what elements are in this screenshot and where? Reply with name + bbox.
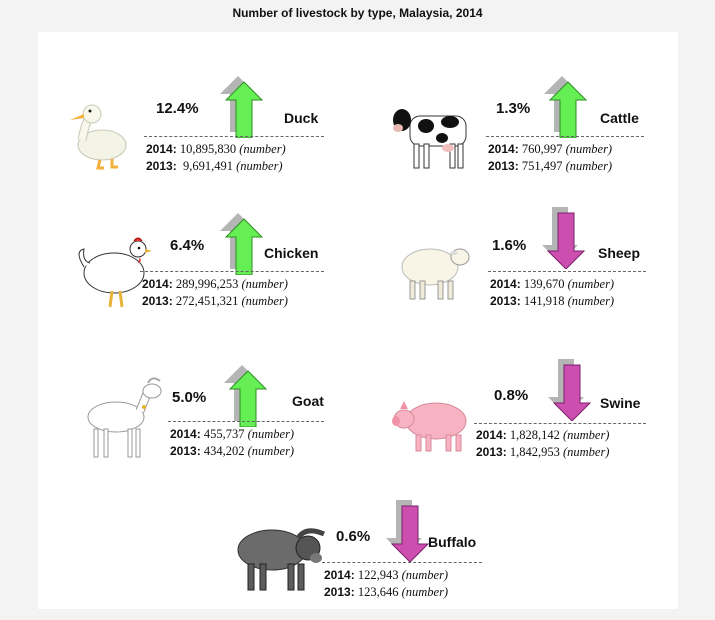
cow-icon bbox=[393, 109, 467, 169]
card-goat: 5.0% Goat 2014: 455,737 (number) 2013: 4… bbox=[60, 355, 380, 485]
separator bbox=[474, 423, 646, 424]
livestock-name: Chicken bbox=[264, 245, 319, 261]
livestock-name: Duck bbox=[284, 110, 319, 126]
value-2014: 2014: 122,943 (number) bbox=[324, 568, 449, 582]
buffalo-icon bbox=[237, 528, 326, 591]
card-chicken: 6.4% Chicken 2014: 289,996,253 (number) … bbox=[60, 205, 380, 335]
value-2014: 2014: 10,895,830 (number) bbox=[146, 142, 286, 156]
livestock-name: Buffalo bbox=[428, 534, 477, 550]
separator bbox=[322, 562, 482, 563]
value-2014: 2014: 760,997 (number) bbox=[488, 142, 613, 156]
livestock-name: Swine bbox=[600, 395, 641, 411]
separator bbox=[488, 271, 646, 272]
change-percent: 1.3% bbox=[496, 100, 531, 117]
value-2014: 2014: 455,737 (number) bbox=[170, 427, 295, 441]
change-percent: 1.6% bbox=[492, 237, 527, 254]
duck-icon bbox=[70, 104, 127, 170]
value-2014: 2014: 1,828,142 (number) bbox=[476, 428, 610, 442]
change-percent: 12.4% bbox=[156, 100, 199, 117]
arrow-down-icon bbox=[542, 207, 586, 269]
arrow-down-icon bbox=[548, 359, 592, 421]
sheep-icon bbox=[401, 248, 470, 300]
livestock-name: Goat bbox=[292, 393, 324, 409]
arrow-up-icon bbox=[544, 76, 588, 138]
arrow-up-icon bbox=[224, 365, 268, 427]
livestock-name: Sheep bbox=[598, 245, 641, 261]
separator bbox=[486, 136, 644, 137]
change-percent: 0.8% bbox=[494, 387, 529, 404]
change-percent: 0.6% bbox=[336, 528, 371, 545]
value-2013: 2013: 751,497 (number) bbox=[488, 159, 613, 173]
chicken-icon bbox=[78, 237, 152, 308]
goat-icon bbox=[87, 377, 162, 458]
arrow-up-icon bbox=[220, 213, 264, 275]
value-2013: 2013: 123,646 (number) bbox=[324, 585, 449, 599]
arrow-up-icon bbox=[220, 76, 264, 138]
value-2013: 2013: 272,451,321 (number) bbox=[142, 294, 288, 308]
separator bbox=[168, 421, 324, 422]
change-percent: 5.0% bbox=[172, 389, 207, 406]
page-title: Number of livestock by type, Malaysia, 2… bbox=[232, 6, 483, 20]
value-2013: 2013: 434,202 (number) bbox=[170, 444, 295, 458]
livestock-name: Cattle bbox=[600, 110, 639, 126]
separator bbox=[144, 136, 324, 137]
value-2014: 2014: 289,996,253 (number) bbox=[142, 277, 288, 291]
value-2013: 2013: 1,842,953 (number) bbox=[476, 445, 610, 459]
card-sheep: 1.6% Sheep 2014: 139,670 (number) 2013: … bbox=[388, 205, 708, 335]
card-swine: 0.8% Swine 2014: 1,828,142 (number) 2013… bbox=[388, 355, 708, 485]
change-percent: 6.4% bbox=[170, 237, 205, 254]
value-2014: 2014: 139,670 (number) bbox=[490, 277, 615, 291]
pig-icon bbox=[392, 401, 467, 452]
value-2013: 2013: 141,918 (number) bbox=[490, 294, 615, 308]
arrow-down-icon bbox=[386, 500, 430, 562]
card-buffalo: 0.6% Buffalo 2014: 122,943 (number) 2013… bbox=[226, 490, 546, 620]
card-cattle: 1.3% Cattle 2014: 760,997 (number) 2013:… bbox=[388, 70, 708, 200]
value-2013: 2013: 9,691,491 (number) bbox=[146, 159, 283, 173]
card-duck: 12.4% Duck 2014: 10,895,830 (number) 201… bbox=[60, 70, 380, 200]
separator bbox=[140, 271, 324, 272]
